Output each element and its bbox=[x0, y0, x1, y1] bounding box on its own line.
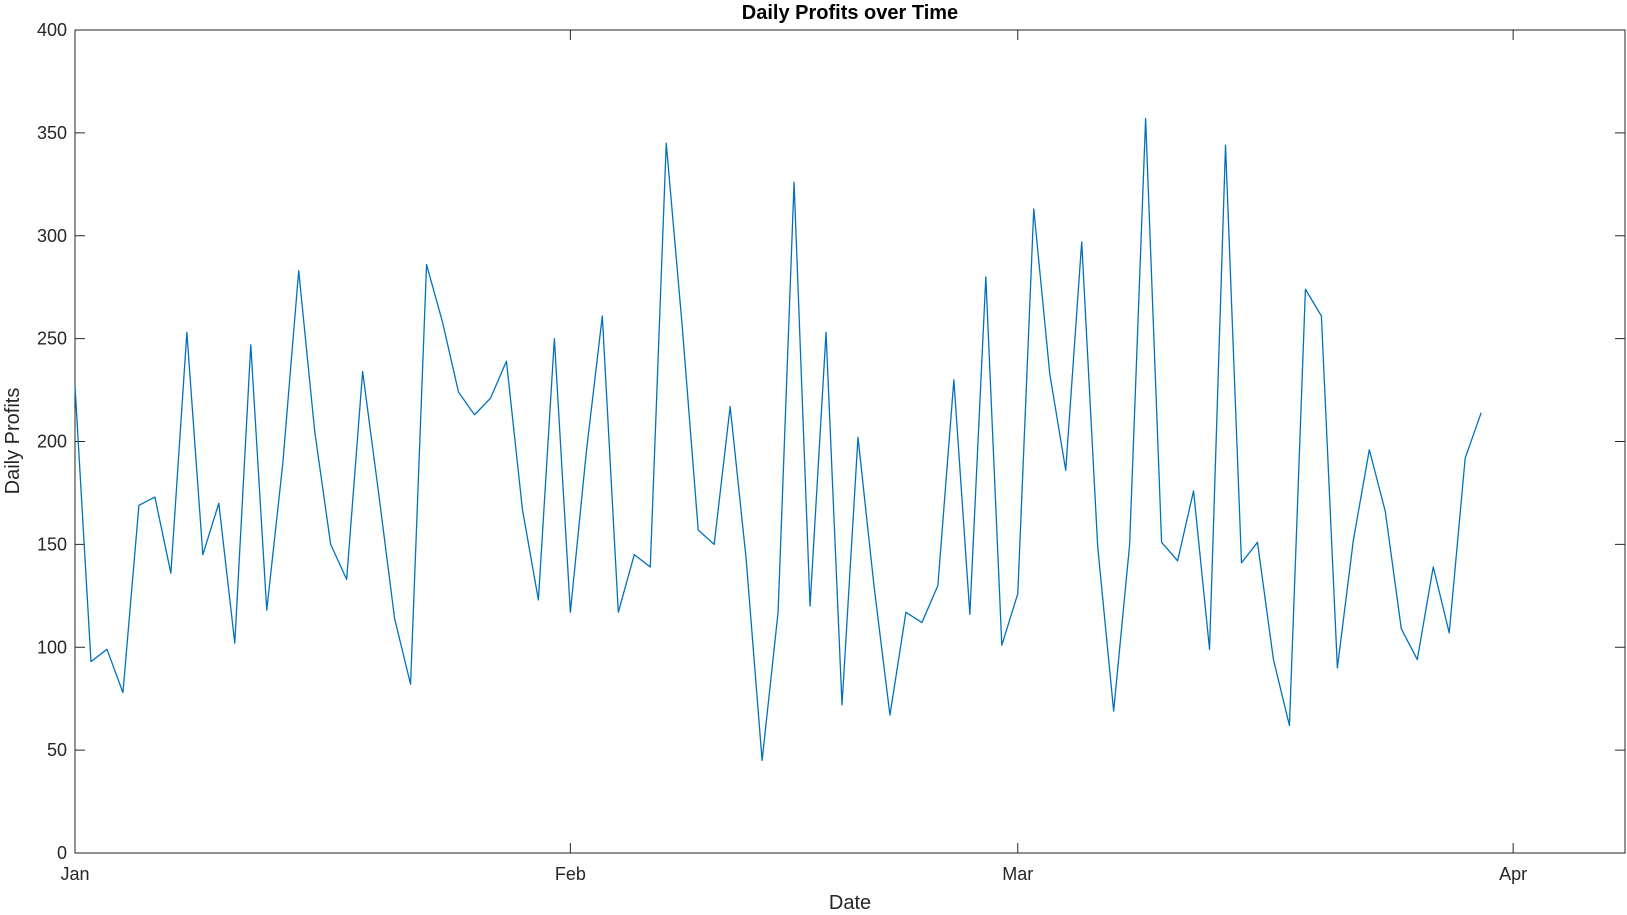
y-tick-label: 200 bbox=[37, 432, 67, 452]
x-axis: Jan Feb Mar Apr bbox=[60, 30, 1527, 884]
chart-title: Daily Profits over Time bbox=[742, 2, 958, 24]
x-tick-label: Jan bbox=[60, 864, 89, 884]
y-tick-label: 350 bbox=[37, 123, 67, 143]
plot-area bbox=[74, 29, 1626, 854]
x-tick-label: Apr bbox=[1499, 864, 1527, 884]
y-tick-label: 100 bbox=[37, 637, 67, 657]
series-line-daily-profits bbox=[74, 117, 1482, 762]
y-tick-label: 250 bbox=[37, 329, 67, 349]
y-axis-label: Daily Profits bbox=[2, 388, 24, 495]
x-tick-label: Feb bbox=[555, 864, 586, 884]
y-axis: 0 50 100 150 200 250 300 350 400 bbox=[37, 20, 1625, 863]
y-tick-label: 300 bbox=[37, 226, 67, 246]
x-tick-label: Mar bbox=[1002, 864, 1033, 884]
x-axis-label: Date bbox=[829, 892, 871, 914]
y-tick-label: 0 bbox=[57, 843, 67, 863]
y-tick-label: 50 bbox=[47, 740, 67, 760]
y-tick-label: 400 bbox=[37, 20, 67, 40]
y-tick-label: 150 bbox=[37, 534, 67, 554]
